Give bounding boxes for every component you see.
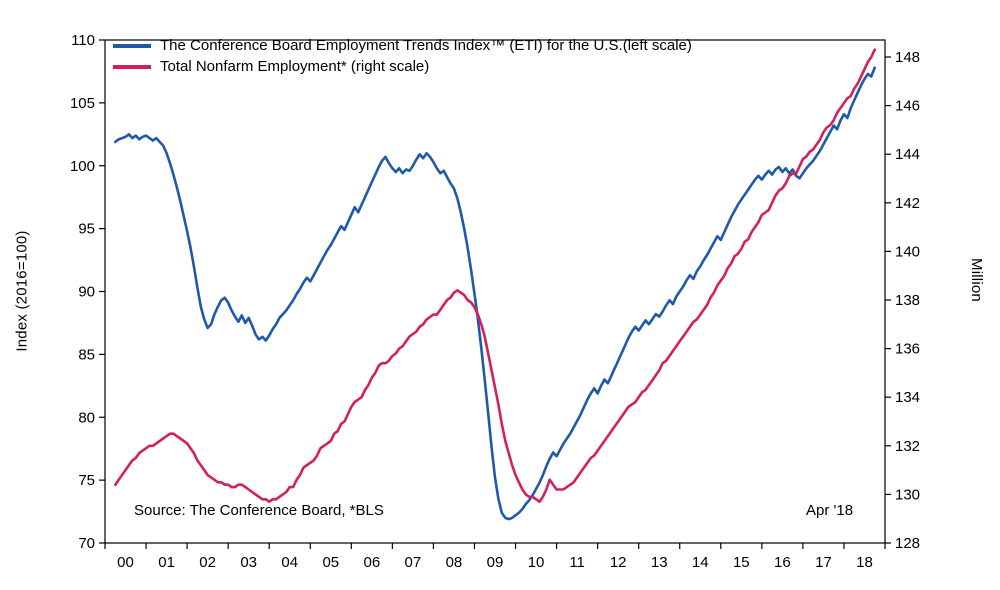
right-axis-tick-label: 136 xyxy=(895,341,920,358)
left-axis-tick-label: 75 xyxy=(78,472,95,489)
legend-item-eti: The Conference Board Employment Trends I… xyxy=(113,37,692,54)
x-axis-tick-label: 04 xyxy=(281,554,298,571)
x-axis-tick-label: 00 xyxy=(117,554,134,571)
x-axis-tick-label: 18 xyxy=(856,554,873,571)
x-axis-tick-label: 08 xyxy=(446,554,463,571)
left-axis-tick-label: 80 xyxy=(78,409,95,426)
x-axis-tick-label: 13 xyxy=(651,554,668,571)
right-axis-tick-label: 130 xyxy=(895,486,920,503)
source-note: Source: The Conference Board, *BLS xyxy=(134,502,384,519)
left-axis-tick-label: 110 xyxy=(71,32,95,49)
legend-label-nonfarm: Total Nonfarm Employment* (right scale) xyxy=(160,58,430,75)
x-axis-tick-label: 07 xyxy=(405,554,422,571)
x-axis-tick-label: 06 xyxy=(363,554,380,571)
legend-item-nonfarm: Total Nonfarm Employment* (right scale) xyxy=(113,58,692,75)
x-axis-tick-label: 16 xyxy=(774,554,791,571)
x-axis-tick-label: 10 xyxy=(528,554,545,571)
left-axis-tick-label: 70 xyxy=(78,535,95,552)
left-axis-tick-label: 95 xyxy=(78,221,95,238)
right-axis-tick-label: 144 xyxy=(895,146,920,163)
x-axis-tick-label: 12 xyxy=(610,554,627,571)
x-axis-tick-label: 03 xyxy=(240,554,257,571)
x-axis-tick-label: 05 xyxy=(322,554,339,571)
left-axis-title: Index (2016=100) xyxy=(13,230,31,352)
left-axis-tick-label: 90 xyxy=(78,284,95,301)
legend: The Conference Board Employment Trends I… xyxy=(113,37,692,75)
x-axis-tick-label: 17 xyxy=(815,554,832,571)
nonfarm-line-swatch xyxy=(113,64,151,69)
right-axis-title: Million xyxy=(968,258,985,302)
right-axis-tick-label: 132 xyxy=(895,438,920,455)
nonfarm-line xyxy=(114,48,877,504)
legend-label-eti: The Conference Board Employment Trends I… xyxy=(160,37,692,54)
right-axis-tick-label: 140 xyxy=(895,243,920,260)
x-axis-tick-label: 14 xyxy=(692,554,709,571)
x-axis-tick-label: 02 xyxy=(199,554,216,571)
x-axis-tick-label: 15 xyxy=(733,554,750,571)
left-axis-tick-label: 85 xyxy=(78,346,95,363)
eti-line xyxy=(114,66,877,521)
right-axis-tick-label: 128 xyxy=(895,535,920,552)
latest-point-annotation: Apr '18 xyxy=(806,502,854,519)
right-axis-tick-label: 138 xyxy=(895,292,920,309)
right-axis-tick-label: 148 xyxy=(895,49,920,66)
right-axis-tick-label: 134 xyxy=(895,389,920,406)
plot-area xyxy=(104,39,886,544)
x-axis-tick-label: 01 xyxy=(158,554,175,571)
left-axis-tick-label: 105 xyxy=(70,95,95,112)
left-axis-tick-label: 100 xyxy=(70,158,95,175)
right-axis-tick-label: 146 xyxy=(895,98,920,115)
right-axis-tick-label: 142 xyxy=(895,195,920,212)
x-axis-tick-label: 09 xyxy=(487,554,504,571)
eti-line-swatch xyxy=(113,43,151,48)
x-axis-tick-label: 11 xyxy=(569,554,585,571)
